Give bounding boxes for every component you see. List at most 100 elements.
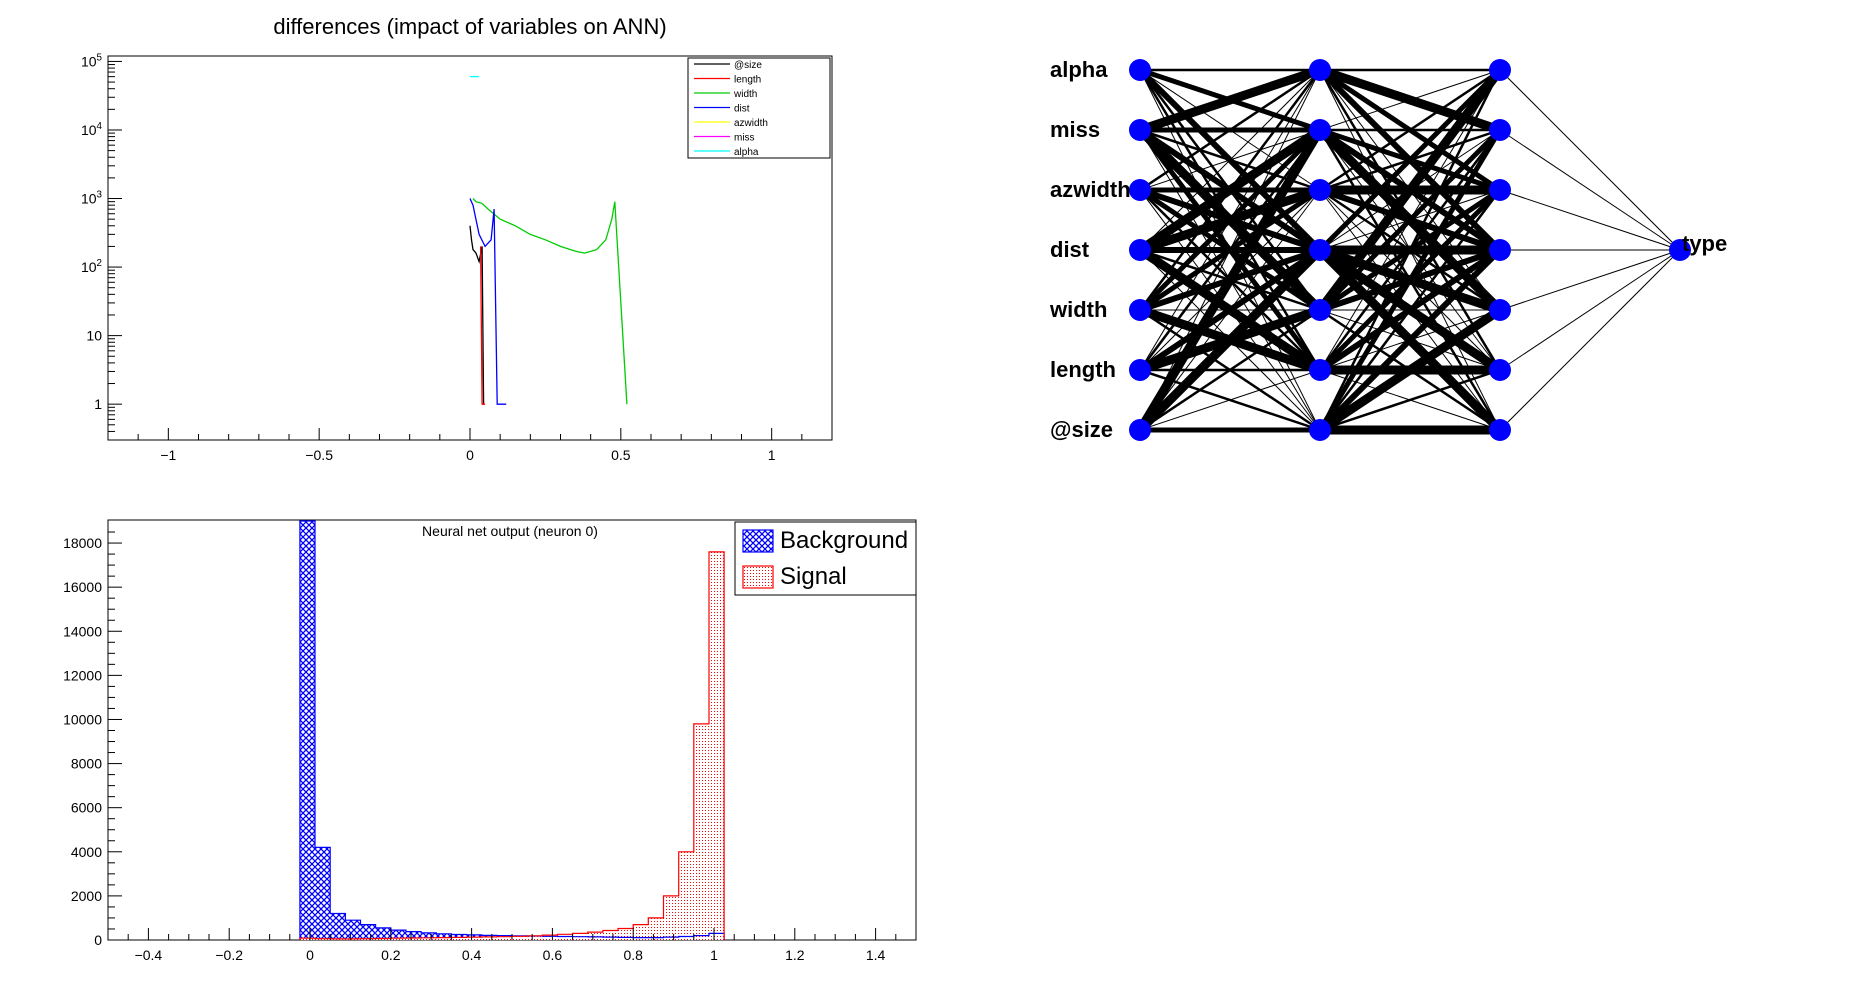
network-labels: alpha miss azwidth dist width length @size type [1049,57,1727,442]
signal-bar [527,935,543,940]
network-node [1129,359,1151,381]
network-edge [1139,308,1321,432]
network-edge [1139,69,1321,371]
signal-bar [496,936,512,940]
network-node [1489,299,1511,321]
background-bar [436,933,452,940]
network-node [1309,179,1331,201]
signal-bar [678,851,694,940]
x-tick-label: −0.5 [305,447,333,463]
signal-outline [299,551,725,940]
background-bar [405,931,422,940]
network-input-label: alpha [1050,57,1108,82]
x-tick-label: 0.6 [543,947,563,963]
y-tick-label: 14000 [63,623,102,639]
x-tick-label: 1.4 [866,947,886,963]
network-edge [1317,128,1503,432]
x-tick-label: 0.8 [623,947,643,963]
legend-label: azwidth [734,118,768,129]
series-line-0 [469,225,485,405]
network-input-label: dist [1050,237,1090,262]
network-node [1129,59,1151,81]
network-edge [1317,247,1503,433]
background-bar [315,847,331,940]
differences-chart-title: differences (impact of variables on ANN) [273,14,666,39]
network-node [1489,119,1511,141]
x-tick-label: −0.2 [215,947,243,963]
legend-label: Signal [780,563,847,590]
network-node [1309,59,1331,81]
x-tick-label: 1 [768,447,776,463]
signal-bar [557,934,573,940]
y-tick-label: 0 [94,932,102,948]
x-tick-label: 1 [710,947,718,963]
network-node [1129,179,1151,201]
nn-output-y-axis: 0 2000 4000 6000 8000 10000 12000 14000 16000 180… [63,531,122,948]
differences-series [469,75,628,405]
y-tick-label: 1 [94,396,102,412]
signal-bar [663,895,679,940]
network-edge [1136,127,1324,433]
nn-output-chart-title: Neural net output (neuron 0) [422,523,598,539]
signal-bar [451,937,467,940]
signal-bar [481,936,497,940]
y-tick-label: 105 [81,52,103,69]
network-edge [1136,246,1324,434]
series-line-3 [469,198,507,405]
network-nodes [1129,59,1691,441]
network-edge [1139,69,1321,251]
nn-output-bars [299,520,725,940]
signal-bar [542,935,558,940]
y-tick-label: 103 [81,190,103,207]
x-tick-label: 0 [306,947,314,963]
network-edge [1319,189,1501,431]
network-node [1129,419,1151,441]
network-node [1129,239,1151,261]
network-node [1669,239,1691,261]
network-edge [1499,189,1681,251]
network-diagram: alpha miss azwidth dist width length @size type [1049,57,1727,442]
network-edge [1319,68,1501,192]
signal-bar [299,938,316,940]
y-tick-label: 16000 [63,579,102,595]
network-node [1309,119,1331,141]
network-input-label: miss [1050,117,1100,142]
legend-label: width [733,89,757,100]
y-tick-label: 18000 [63,535,102,551]
network-node [1489,179,1511,201]
x-tick-label: −1 [160,447,176,463]
network-edge [1319,69,1501,131]
signal-bar [436,937,452,940]
network-edge [1318,69,1502,431]
x-tick-label: 0.2 [381,947,401,963]
differences-y-axis: 1 10 102 103 104 105 [81,52,122,441]
legend-swatch [742,565,774,589]
network-edge [1319,368,1501,432]
y-tick-label: 104 [81,121,103,138]
network-edge [1499,249,1681,311]
network-output-label: type [1682,231,1727,256]
network-node [1309,239,1331,261]
x-tick-label: 0.4 [462,947,482,963]
y-tick-label: 10000 [63,711,102,727]
legend-label: @size [734,60,762,71]
x-tick-label: 1.2 [785,947,805,963]
x-tick-label: 0.5 [611,447,631,463]
y-tick-label: 12000 [63,667,102,683]
background-bar [299,521,316,940]
legend-swatch [742,529,774,553]
network-edge [1139,369,1321,431]
network-edge [1139,69,1321,311]
background-outline [299,520,725,940]
nn-output-x-axis: −0.4 −0.2 0 0.2 0.4 0.6 0.8 1 1.2 1.4 [107,928,917,963]
network-node [1489,359,1511,381]
signal-bar [512,936,528,940]
network-edge [1499,69,1681,251]
network-node [1309,359,1331,381]
signal-bar [648,917,664,940]
x-tick-label: −0.4 [135,947,163,963]
signal-bar [633,924,649,940]
network-node [1489,59,1511,81]
network-edge [1499,249,1681,431]
